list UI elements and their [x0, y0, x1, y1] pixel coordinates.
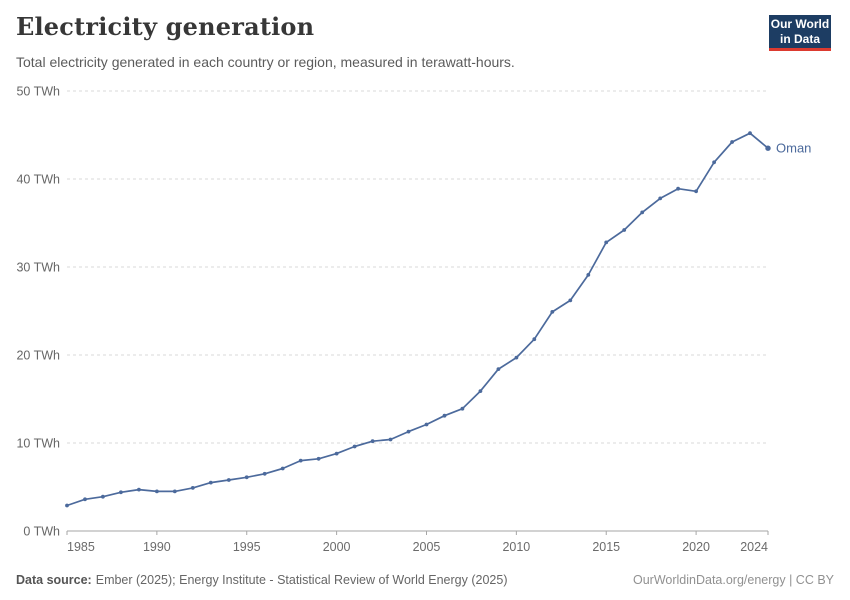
data-point [190, 486, 195, 490]
chart-footer: Data source: Ember (2025); Energy Institu… [16, 573, 834, 587]
data-point [316, 456, 321, 461]
data-point [622, 228, 627, 232]
data-point [172, 489, 177, 494]
data-point [208, 480, 213, 485]
series-end-label: Oman [776, 141, 811, 156]
data-point [676, 186, 680, 191]
data-point [370, 439, 375, 444]
x-tick-label: 2005 [413, 540, 441, 554]
data-point [137, 487, 141, 492]
data-point [155, 489, 159, 494]
data-point [748, 131, 752, 136]
y-tick-label: 30 TWh [16, 261, 60, 275]
y-tick-label: 10 TWh [16, 437, 60, 451]
x-tick-label: 2000 [323, 540, 351, 554]
data-line [66, 132, 769, 507]
x-tick-label: 2020 [682, 540, 710, 554]
y-tick-label: 40 TWh [16, 173, 60, 187]
data-point [496, 367, 501, 371]
data-point [280, 466, 285, 471]
x-tick-label: 1990 [143, 540, 171, 554]
data-point [550, 310, 555, 314]
data-source: Data source: Ember (2025); Energy Institu… [16, 573, 507, 587]
x-tick-label: 2024 [740, 540, 768, 554]
data-point [586, 273, 591, 277]
data-point [352, 444, 357, 449]
data-point [101, 494, 105, 499]
data-source-text: Ember (2025); Energy Institute - Statist… [95, 573, 508, 587]
data-point [568, 298, 573, 303]
y-tick-label: 50 TWh [16, 85, 60, 99]
x-tick-label: 2015 [592, 540, 620, 554]
data-point [730, 140, 734, 144]
data-point [388, 437, 393, 442]
data-point [244, 475, 249, 480]
data-point [478, 389, 483, 393]
data-source-label: Data source: [16, 573, 92, 587]
owid-logo[interactable]: Our World in Data [769, 15, 831, 51]
data-point [604, 240, 609, 245]
data-point [262, 471, 267, 476]
data-point [442, 413, 447, 418]
page-title: Electricity generation [16, 12, 315, 41]
data-point [712, 160, 716, 165]
data-point [119, 490, 123, 495]
data-point [514, 355, 519, 360]
x-tick-label: 1995 [233, 540, 261, 554]
data-point [640, 210, 645, 215]
data-point [694, 189, 698, 194]
data-point [226, 478, 231, 482]
data-point [83, 497, 87, 502]
data-point [65, 503, 69, 508]
x-tick-label: 1985 [67, 540, 95, 554]
data-point [658, 196, 663, 201]
credit-link[interactable]: OurWorldinData.org/energy | CC BY [632, 573, 834, 587]
data-point [532, 337, 537, 342]
data-point [298, 458, 303, 463]
data-point [406, 429, 411, 434]
y-tick-label: 20 TWh [16, 349, 60, 363]
series-end-point [765, 145, 771, 151]
owid-logo-text: Our World in Data [770, 16, 830, 46]
x-tick-label: 2010 [502, 540, 530, 554]
data-point [334, 451, 339, 456]
y-tick-label: 0 TWh [23, 525, 60, 539]
chart-subtitle: Total electricity generated in each coun… [16, 54, 515, 70]
data-point [460, 406, 465, 411]
data-point [424, 422, 429, 427]
